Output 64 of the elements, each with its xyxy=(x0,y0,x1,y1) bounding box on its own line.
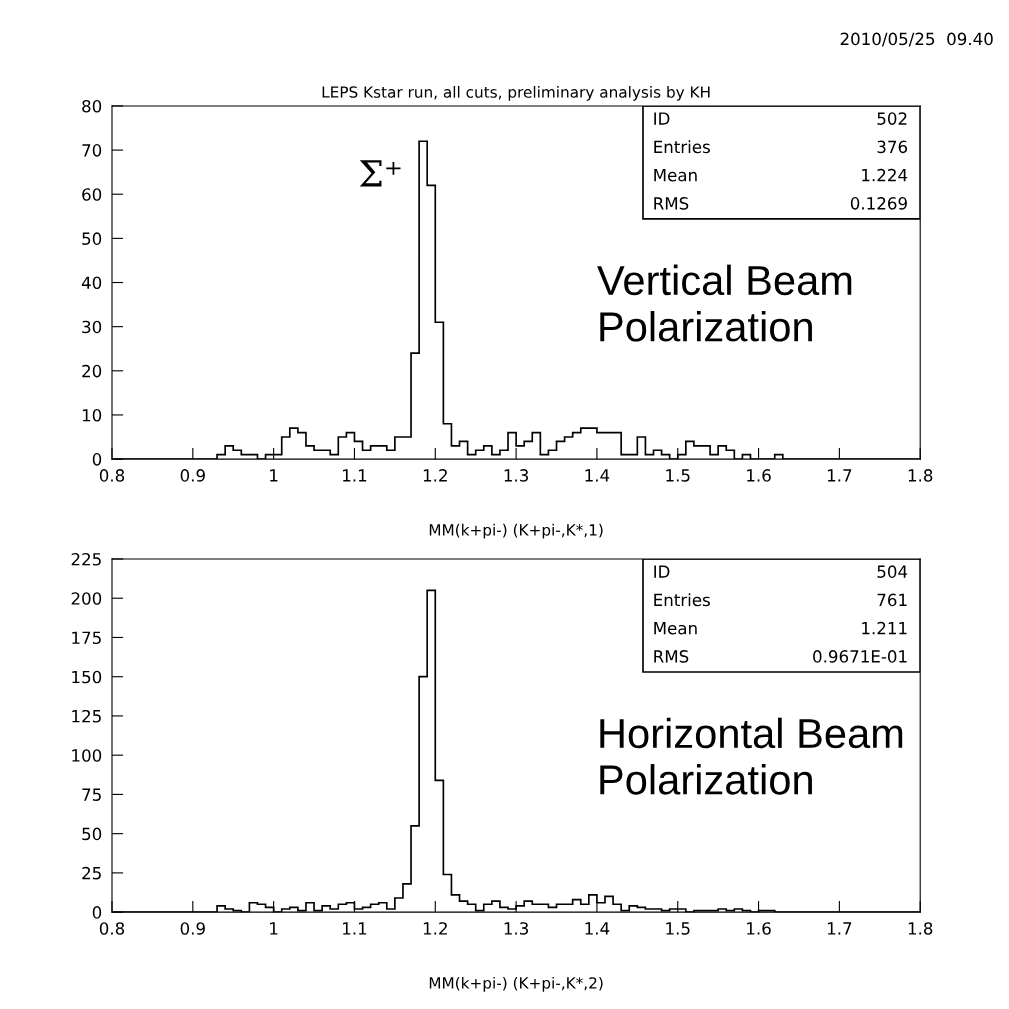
x-tick-label: 1.8 xyxy=(908,922,933,935)
annotation: 0.1269 xyxy=(850,197,907,210)
annotation: 0.9671E-01 xyxy=(813,650,907,663)
y-tick-label: 0 xyxy=(92,453,102,466)
x-tick-label: 1 xyxy=(270,469,278,482)
x-tick-label: 1.2 xyxy=(423,469,447,482)
annotation: 1.224 xyxy=(862,168,908,182)
y-tick-label: 50 xyxy=(82,232,102,245)
y-tick-label: 100 xyxy=(72,749,102,762)
x-tick-label: 0.9 xyxy=(180,469,205,482)
x-tick-label: 0.8 xyxy=(99,922,125,935)
annotation: Entries xyxy=(654,140,710,154)
x-tick-label: 0.9 xyxy=(180,922,205,935)
y-tick-label: 40 xyxy=(81,276,102,290)
x-tick-label: 1.1 xyxy=(343,922,367,935)
annotation: Mean xyxy=(654,169,697,182)
annotation: RMS xyxy=(654,650,689,663)
x-tick-label: 1.4 xyxy=(585,922,610,935)
x-tick-label: 1.8 xyxy=(908,469,933,482)
x-tick-label: 1.5 xyxy=(666,922,690,935)
y-tick-label: 75 xyxy=(82,788,101,801)
x-tick-label: 1.7 xyxy=(827,922,852,935)
x-tick-label: 1.3 xyxy=(504,922,529,935)
x-tick-label: 1.3 xyxy=(504,469,529,482)
annotation: 376 xyxy=(877,140,908,154)
annotation: ID xyxy=(654,565,670,578)
x-tick-label: 1.7 xyxy=(827,469,852,482)
y-tick-label: 30 xyxy=(82,320,102,334)
chart-title: LEPS Kstar run, all cuts, preliminary analysis by KH xyxy=(322,86,710,101)
x-tick-label: 1.2 xyxy=(423,922,447,935)
y-tick-label: 50 xyxy=(82,827,102,841)
annotation: 502 xyxy=(877,112,907,125)
x-tick-label: 1.5 xyxy=(666,469,690,482)
y-tick-label: 225 xyxy=(71,552,101,566)
y-tick-label: 10 xyxy=(82,408,102,422)
x-axis-title: MM(k+pi-) (K+pi-,K*,1) xyxy=(429,523,603,539)
y-tick-label: 125 xyxy=(72,709,101,723)
x-tick-label: 1.1 xyxy=(343,469,367,482)
y-tick-label: 0 xyxy=(92,906,102,919)
x-tick-label: 1.6 xyxy=(747,922,771,935)
annotation: 504 xyxy=(877,565,908,578)
y-tick-label: 175 xyxy=(72,631,101,645)
annotation: ID xyxy=(654,112,670,125)
annotation: 761 xyxy=(877,593,907,607)
x-tick-label: 1.6 xyxy=(747,469,771,482)
annotation: RMS xyxy=(654,197,689,210)
x-tick-label: 0.8 xyxy=(99,469,125,482)
y-tick-label: 60 xyxy=(82,188,102,201)
text: 2010/05/25 09.40 xyxy=(840,32,993,47)
annotation: Mean xyxy=(654,622,697,635)
y-tick-label: 25 xyxy=(82,866,101,880)
y-tick-label: 70 xyxy=(82,144,102,157)
y-tick-label: 150 xyxy=(72,670,102,684)
annotation: Σ⁺ xyxy=(359,160,401,187)
annotation: 1.211 xyxy=(862,621,907,635)
annotation: Horizontal Beam Polarization xyxy=(600,717,903,795)
y-tick-label: 20 xyxy=(82,364,102,378)
y-tick-label: 200 xyxy=(71,592,102,605)
x-tick-label: 1 xyxy=(270,922,278,935)
x-tick-label: 1.4 xyxy=(585,469,610,482)
y-tick-label: 80 xyxy=(82,99,102,113)
x-axis-title: MM(k+pi-) (K+pi-,K*,2) xyxy=(429,976,603,992)
annotation: Vertical Beam Polarization xyxy=(597,264,852,342)
annotation: Entries xyxy=(654,593,710,607)
